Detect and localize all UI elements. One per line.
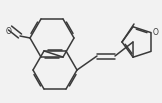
- Text: O: O: [6, 27, 12, 36]
- Text: O: O: [153, 28, 159, 37]
